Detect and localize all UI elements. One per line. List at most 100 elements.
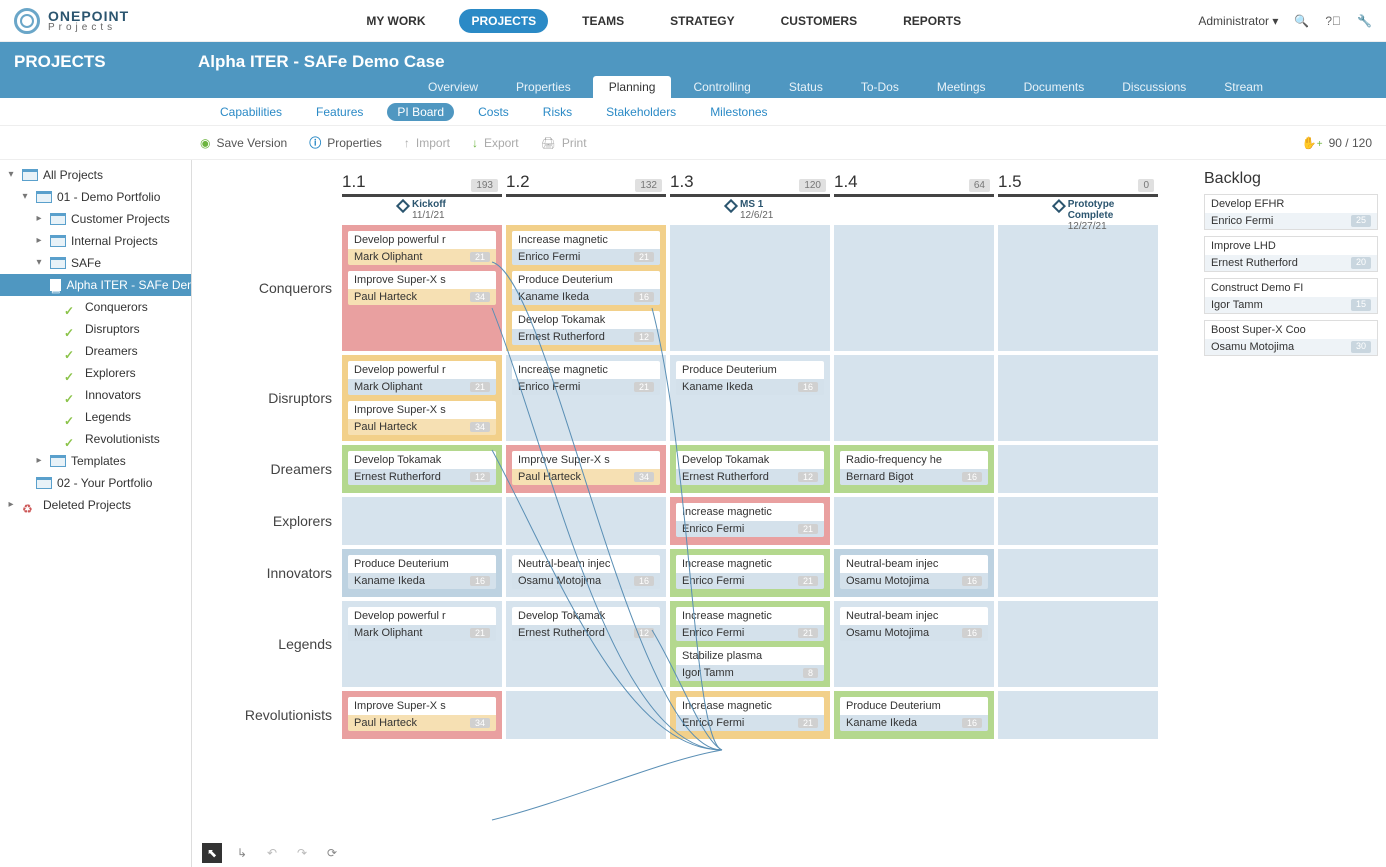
print-button[interactable]: 🖨Print <box>541 136 587 150</box>
tools-icon[interactable]: 🔧 <box>1357 14 1372 28</box>
board-cell[interactable]: Produce DeuteriumKaname Ikeda16 <box>342 549 502 597</box>
main-nav-strategy[interactable]: STRATEGY <box>658 9 746 33</box>
feature-card[interactable]: Develop TokamakErnest Rutherford12 <box>512 311 660 345</box>
feature-card[interactable]: Produce DeuteriumKaname Ikeda16 <box>512 271 660 305</box>
board-cell[interactable] <box>998 225 1158 351</box>
board-cell[interactable] <box>834 225 994 351</box>
tree-item[interactable]: Explorers <box>0 362 191 384</box>
tree-item[interactable]: 02 - Your Portfolio <box>0 472 191 494</box>
milestone[interactable]: Prototype Complete12/27/21 <box>1054 199 1158 232</box>
board-cell[interactable] <box>670 225 830 351</box>
board-cell[interactable]: Neutral-beam injecOsamu Motojima16 <box>834 601 994 687</box>
board-cell[interactable]: Increase magneticEnrico Fermi21 <box>506 355 666 441</box>
feature-card[interactable]: Develop TokamakErnest Rutherford12 <box>512 607 660 641</box>
board-cell[interactable]: Increase magneticEnrico Fermi21 <box>670 497 830 545</box>
board-cell[interactable] <box>998 445 1158 493</box>
board-cell[interactable] <box>998 497 1158 545</box>
main-nav-customers[interactable]: CUSTOMERS <box>769 9 869 33</box>
board-cell[interactable]: Increase magneticEnrico Fermi21 <box>670 691 830 739</box>
board-cell[interactable]: Develop powerful rMark Oliphant21 Improve… <box>342 355 502 441</box>
undo-icon[interactable]: ↶ <box>262 843 282 863</box>
project-tab-stream[interactable]: Stream <box>1208 76 1279 98</box>
feature-card[interactable]: Neutral-beam injecOsamu Motojima16 <box>840 607 988 641</box>
feature-card[interactable]: Improve Super-X sPaul Harteck34 <box>512 451 660 485</box>
milestone[interactable]: Kickoff11/1/21 <box>398 199 446 221</box>
board-cell[interactable]: Radio-frequency heBernard Bigot16 <box>834 445 994 493</box>
tree-item[interactable]: ▸Deleted Projects <box>0 494 191 516</box>
save-version-button[interactable]: ◉Save Version <box>200 136 287 150</box>
main-nav-my-work[interactable]: MY WORK <box>354 9 437 33</box>
project-tab-status[interactable]: Status <box>773 76 839 98</box>
feature-card[interactable]: Stabilize plasmaIgor Tamm8 <box>676 647 824 681</box>
redo-icon[interactable]: ↷ <box>292 843 312 863</box>
feature-card[interactable]: Develop powerful rMark Oliphant21 <box>348 361 496 395</box>
milestone[interactable]: MS 112/6/21 <box>726 199 773 221</box>
feature-card[interactable]: Increase magneticEnrico Fermi21 <box>676 503 824 537</box>
sub-tab-pi-board[interactable]: PI Board <box>387 103 454 121</box>
feature-card[interactable]: Neutral-beam injecOsamu Motojima16 <box>512 555 660 589</box>
tree-item[interactable]: ▸Templates <box>0 450 191 472</box>
feature-card[interactable]: Improve Super-X sPaul Harteck34 <box>348 271 496 305</box>
board-cell[interactable]: Increase magneticEnrico Fermi21 <box>670 549 830 597</box>
backlog-card[interactable]: Develop EFHREnrico Fermi25 <box>1204 194 1378 230</box>
feature-card[interactable]: Neutral-beam injecOsamu Motojima16 <box>840 555 988 589</box>
feature-card[interactable]: Increase magneticEnrico Fermi21 <box>676 697 824 731</box>
board-cell[interactable] <box>834 497 994 545</box>
project-tab-properties[interactable]: Properties <box>500 76 587 98</box>
board-cell[interactable] <box>998 691 1158 739</box>
backlog-card[interactable]: Construct Demo FIIgor Tamm15 <box>1204 278 1378 314</box>
project-tab-documents[interactable]: Documents <box>1008 76 1101 98</box>
feature-card[interactable]: Increase magneticEnrico Fermi21 <box>512 231 660 265</box>
board-cell[interactable]: Neutral-beam injecOsamu Motojima16 <box>506 549 666 597</box>
sub-tab-costs[interactable]: Costs <box>468 103 519 121</box>
tree-item[interactable]: Disruptors <box>0 318 191 340</box>
tree-item[interactable]: Legends <box>0 406 191 428</box>
tree-item[interactable]: ▸Internal Projects <box>0 230 191 252</box>
main-nav-projects[interactable]: PROJECTS <box>459 9 548 33</box>
iteration-header[interactable]: 1.2132 <box>506 172 666 197</box>
feature-card[interactable]: Increase magneticEnrico Fermi21 <box>676 555 824 589</box>
feature-card[interactable]: Improve Super-X sPaul Harteck34 <box>348 401 496 435</box>
tree-item[interactable]: Innovators <box>0 384 191 406</box>
feature-card[interactable]: Produce DeuteriumKaname Ikeda16 <box>840 697 988 731</box>
backlog-card[interactable]: Improve LHDErnest Rutherford20 <box>1204 236 1378 272</box>
project-tab-discussions[interactable]: Discussions <box>1106 76 1202 98</box>
iteration-header[interactable]: 1.464 <box>834 172 994 197</box>
board-cell[interactable]: Neutral-beam injecOsamu Motojima16 <box>834 549 994 597</box>
refresh-icon[interactable]: ⟳ <box>322 843 342 863</box>
main-nav-reports[interactable]: REPORTS <box>891 9 973 33</box>
connector-tool-icon[interactable]: ↳ <box>232 843 252 863</box>
iteration-header[interactable]: 1.3120 <box>670 172 830 197</box>
board-cell[interactable] <box>834 355 994 441</box>
tree-item[interactable]: ▾All Projects <box>0 164 191 186</box>
properties-button[interactable]: ⓘProperties <box>309 134 382 151</box>
board-cell[interactable]: Develop powerful rMark Oliphant21 <box>342 601 502 687</box>
project-tab-planning[interactable]: Planning <box>593 76 672 98</box>
board-cell[interactable]: Improve Super-X sPaul Harteck34 <box>506 445 666 493</box>
export-button[interactable]: ↓Export <box>472 136 519 150</box>
feature-card[interactable]: Develop powerful rMark Oliphant21 <box>348 231 496 265</box>
sub-tab-risks[interactable]: Risks <box>533 103 582 121</box>
board-cell[interactable]: Produce DeuteriumKaname Ikeda16 <box>670 355 830 441</box>
sub-tab-milestones[interactable]: Milestones <box>700 103 777 121</box>
tree-item[interactable]: ▤Alpha ITER - SAFe Demo <box>0 274 191 296</box>
board-cell[interactable] <box>998 549 1158 597</box>
board-cell[interactable] <box>506 497 666 545</box>
feature-card[interactable]: Develop TokamakErnest Rutherford12 <box>348 451 496 485</box>
brand-logo[interactable]: ONEPOINT Projects <box>14 8 129 34</box>
main-nav-teams[interactable]: TEAMS <box>570 9 636 33</box>
project-tab-to-dos[interactable]: To-Dos <box>845 76 915 98</box>
project-tab-controlling[interactable]: Controlling <box>677 76 766 98</box>
feature-card[interactable]: Produce DeuteriumKaname Ikeda16 <box>348 555 496 589</box>
tree-item[interactable]: ▸Customer Projects <box>0 208 191 230</box>
help-icon[interactable]: ?⃝ <box>1325 14 1341 28</box>
project-tab-overview[interactable]: Overview <box>412 76 494 98</box>
tree-item[interactable]: ▾SAFe <box>0 252 191 274</box>
tree-item[interactable]: Conquerors <box>0 296 191 318</box>
feature-card[interactable]: Develop powerful rMark Oliphant21 <box>348 607 496 641</box>
board-cell[interactable]: Increase magneticEnrico Fermi21 Produce D… <box>506 225 666 351</box>
import-button[interactable]: ↑Import <box>404 136 450 150</box>
iteration-header[interactable]: 1.50 <box>998 172 1158 197</box>
backlog-card[interactable]: Boost Super-X CooOsamu Motojima30 <box>1204 320 1378 356</box>
tree-item[interactable]: Revolutionists <box>0 428 191 450</box>
